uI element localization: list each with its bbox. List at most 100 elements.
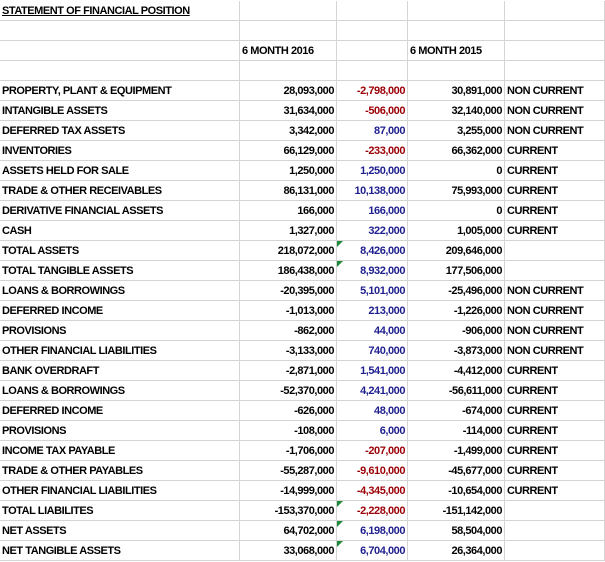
error-indicator (337, 501, 343, 507)
value-cell: 1,005,000 (408, 221, 505, 241)
value-cell: -862,000 (240, 321, 337, 341)
value-cell: 58,504,000 (408, 521, 505, 541)
value-cell: -1,013,000 (240, 301, 337, 321)
row-label: OTHER FINANCIAL LIABILITIES (0, 341, 240, 361)
value-cell: 213,000 (337, 301, 408, 321)
row-label: INCOME TAX PAYABLE (0, 441, 240, 461)
class-cell: NON CURRENT (505, 121, 605, 141)
row-label: NET TANGIBLE ASSETS (0, 541, 240, 561)
empty-cell (337, 61, 408, 81)
class-cell: CURRENT (505, 441, 605, 461)
class-cell: NON CURRENT (505, 341, 605, 361)
row-label: INTANGIBLE ASSETS (0, 101, 240, 121)
value-cell: 48,000 (337, 401, 408, 421)
value-cell: -25,496,000 (408, 281, 505, 301)
value-cell: 0 (408, 161, 505, 181)
value-cell: 86,131,000 (240, 181, 337, 201)
value-cell: -45,677,000 (408, 461, 505, 481)
value-cell: -2,228,000 (337, 501, 408, 521)
row-label: TOTAL TANGIBLE ASSETS (0, 261, 240, 281)
value-cell: -52,370,000 (240, 381, 337, 401)
empty-cell (505, 1, 605, 21)
value-cell: 166,000 (240, 201, 337, 221)
empty-cell (505, 241, 605, 261)
value-cell: 6,000 (337, 421, 408, 441)
empty-cell (505, 61, 605, 81)
value-cell: -153,370,000 (240, 501, 337, 521)
row-label: CASH (0, 221, 240, 241)
row-label: OTHER FINANCIAL LIABILITIES (0, 481, 240, 501)
row-label: TRADE & OTHER PAYABLES (0, 461, 240, 481)
value-cell: 1,250,000 (337, 161, 408, 181)
value-cell: 66,129,000 (240, 141, 337, 161)
value-cell: -506,000 (337, 101, 408, 121)
empty-cell (240, 61, 337, 81)
value-cell: -674,000 (408, 401, 505, 421)
empty-cell (0, 41, 240, 61)
class-cell: CURRENT (505, 481, 605, 501)
value-cell: 186,438,000 (240, 261, 337, 281)
empty-cell (505, 261, 605, 281)
value-cell: 177,506,000 (408, 261, 505, 281)
error-indicator (337, 521, 343, 527)
value-cell: 3,255,000 (408, 121, 505, 141)
value-cell: -55,287,000 (240, 461, 337, 481)
row-label: BANK OVERDRAFT (0, 361, 240, 381)
value-cell: 26,364,000 (408, 541, 505, 561)
value-cell: -151,142,000 (408, 501, 505, 521)
value-cell: 6 MONTH 2016 (240, 41, 337, 61)
value-cell: 32,140,000 (408, 101, 505, 121)
value-cell: -10,654,000 (408, 481, 505, 501)
value-cell: 1,327,000 (240, 221, 337, 241)
value-cell: -1,706,000 (240, 441, 337, 461)
row-label: TOTAL ASSETS (0, 241, 240, 261)
value-cell: 31,634,000 (240, 101, 337, 121)
row-label: PROPERTY, PLANT & EQUIPMENT (0, 81, 240, 101)
row-label: DERIVATIVE FINANCIAL ASSETS (0, 201, 240, 221)
value-cell: 3,342,000 (240, 121, 337, 141)
class-cell: NON CURRENT (505, 81, 605, 101)
empty-cell (337, 21, 408, 41)
value-cell: 209,646,000 (408, 241, 505, 261)
value-cell: 0 (408, 201, 505, 221)
value-cell: 10,138,000 (337, 181, 408, 201)
value-cell: 6,198,000 (337, 521, 408, 541)
class-cell: NON CURRENT (505, 101, 605, 121)
class-cell: CURRENT (505, 141, 605, 161)
value-cell: 6 MONTH 2015 (408, 41, 505, 61)
value-cell: 6,704,000 (337, 541, 408, 561)
value-cell: 87,000 (337, 121, 408, 141)
value-cell: -626,000 (240, 401, 337, 421)
class-cell: CURRENT (505, 221, 605, 241)
value-cell: 33,068,000 (240, 541, 337, 561)
class-cell: NON CURRENT (505, 281, 605, 301)
class-cell: CURRENT (505, 361, 605, 381)
value-cell: -3,133,000 (240, 341, 337, 361)
value-cell: 44,000 (337, 321, 408, 341)
value-cell: -3,873,000 (408, 341, 505, 361)
row-label: STATEMENT OF FINANCIAL POSITION (0, 1, 240, 21)
row-label: NET ASSETS (0, 521, 240, 541)
value-cell: -2,871,000 (240, 361, 337, 381)
row-label: TOTAL LIABILITES (0, 501, 240, 521)
row-label: INVENTORIES (0, 141, 240, 161)
class-cell: CURRENT (505, 461, 605, 481)
empty-cell (408, 1, 505, 21)
value-cell: 8,932,000 (337, 261, 408, 281)
class-cell: CURRENT (505, 201, 605, 221)
value-cell: 166,000 (337, 201, 408, 221)
value-cell: -56,611,000 (408, 381, 505, 401)
empty-cell (505, 21, 605, 41)
value-cell: -1,226,000 (408, 301, 505, 321)
empty-cell (337, 41, 408, 61)
empty-cell (505, 521, 605, 541)
row-label: LOANS & BORROWINGS (0, 381, 240, 401)
class-cell: CURRENT (505, 381, 605, 401)
value-cell: -4,345,000 (337, 481, 408, 501)
value-cell: -108,000 (240, 421, 337, 441)
empty-cell (505, 501, 605, 521)
value-cell: -906,000 (408, 321, 505, 341)
error-indicator (337, 261, 343, 267)
row-label: LOANS & BORROWINGS (0, 281, 240, 301)
value-cell: 66,362,000 (408, 141, 505, 161)
